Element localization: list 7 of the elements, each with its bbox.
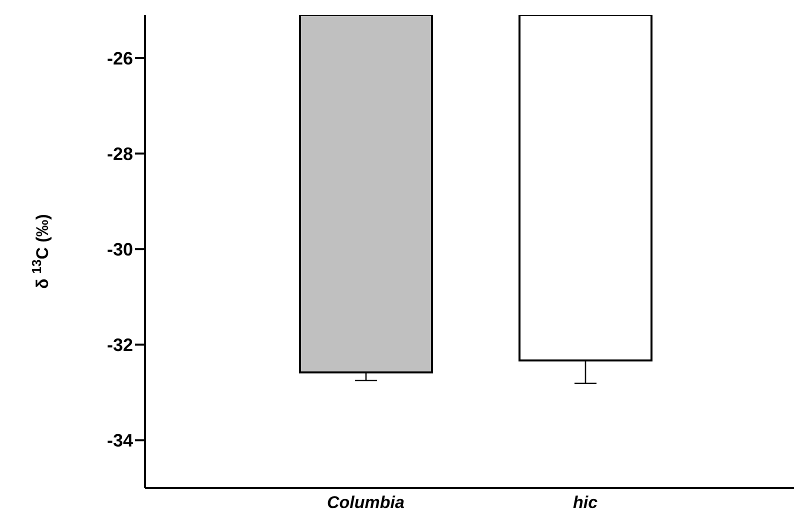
y-tick-label: -34: [106, 430, 133, 451]
y-tick-label: -26: [106, 48, 133, 68]
y-tick-label: -32: [106, 335, 133, 356]
x-tick-label: Columbia: [327, 493, 404, 512]
x-tick-label: hic: [572, 493, 598, 512]
y-tick-label: -30: [106, 240, 133, 260]
y-tick-label: -28: [106, 144, 133, 164]
